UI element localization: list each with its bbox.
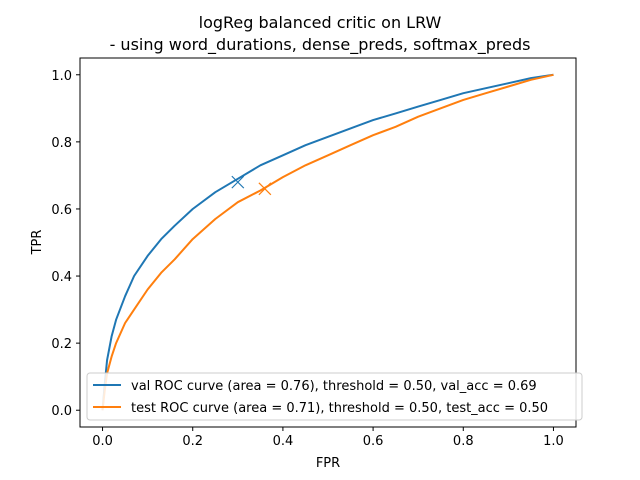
legend-label-val: val ROC curve (area = 0.76), threshold =… [131, 379, 537, 394]
y-axis-label: TPR [30, 230, 45, 256]
x-axis: 0.0 0.2 0.4 0.6 0.8 1.0 [92, 427, 564, 449]
y-tick-label: 0.8 [51, 136, 72, 151]
chart-title: logReg balanced critic on LRW [199, 13, 442, 32]
chart-subtitle: - using word_durations, dense_preds, sof… [110, 35, 531, 55]
test-threshold-marker [258, 182, 272, 196]
x-tick-label: 0.0 [92, 434, 113, 449]
x-tick-label: 0.6 [363, 434, 384, 449]
legend-label-test: test ROC curve (area = 0.71), threshold … [131, 401, 548, 416]
x-tick-label: 1.0 [543, 434, 564, 449]
x-tick-label: 0.4 [273, 434, 294, 449]
y-tick-label: 0.4 [51, 270, 72, 285]
x-tick-label: 0.2 [182, 434, 203, 449]
val-threshold-marker [231, 175, 245, 189]
test-roc-line [101, 73, 554, 411]
y-tick-label: 0.0 [51, 404, 72, 419]
val-roc-line [101, 73, 554, 411]
x-tick-label: 0.8 [453, 434, 474, 449]
plot-area [101, 73, 554, 411]
x-axis-label: FPR [316, 456, 340, 471]
legend: val ROC curve (area = 0.76), threshold =… [86, 372, 583, 421]
y-tick-label: 1.0 [51, 69, 72, 84]
axes-frame [79, 57, 577, 428]
y-tick-label: 0.6 [51, 203, 72, 218]
y-axis: 0.0 0.2 0.4 0.6 0.8 1.0 [51, 69, 80, 419]
legend-box [86, 372, 583, 421]
y-tick-label: 0.2 [51, 337, 72, 352]
